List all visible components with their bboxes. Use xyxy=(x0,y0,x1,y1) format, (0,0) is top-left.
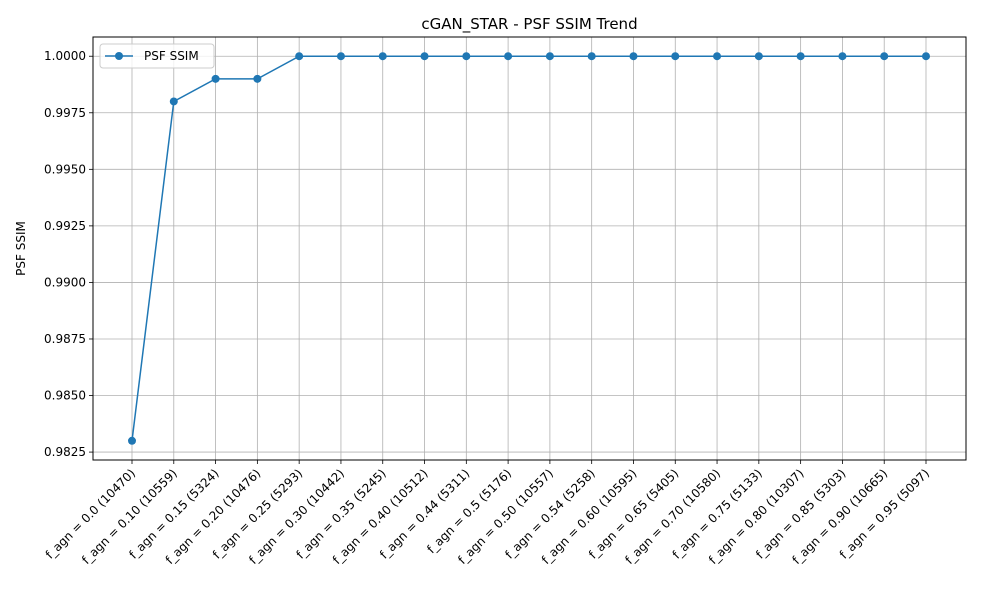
series-psf-ssim xyxy=(128,52,930,445)
y-tick-label: 0.9950 xyxy=(44,162,86,176)
y-tick-label: 0.9900 xyxy=(44,275,86,289)
y-tick-label: 0.9850 xyxy=(44,389,86,403)
data-point xyxy=(671,52,680,61)
series-line xyxy=(131,55,926,441)
data-point xyxy=(128,436,136,445)
data-point xyxy=(587,52,596,61)
x-axis: f_agn = 0.0 (10470)f_agn = 0.10 (10559)f… xyxy=(43,460,932,567)
data-point xyxy=(796,52,805,61)
data-point xyxy=(378,52,387,61)
data-point xyxy=(336,52,345,61)
plot-area-frame xyxy=(92,36,967,461)
y-tick-label: 0.9925 xyxy=(44,219,86,233)
data-point xyxy=(295,52,304,61)
data-point xyxy=(629,52,638,61)
legend-box xyxy=(99,43,215,69)
data-point xyxy=(754,52,763,61)
y-tick-label: 1.0000 xyxy=(44,49,86,63)
data-point xyxy=(462,52,471,61)
data-point xyxy=(545,52,554,61)
data-point xyxy=(922,52,930,61)
y-axis-label: PSF SSIM xyxy=(14,221,28,276)
legend: PSF SSIM xyxy=(99,43,215,69)
y-axis: 0.9825 0.9850 0.9875 0.9900 0.9925 0.9950 0.99… xyxy=(44,49,93,459)
data-point xyxy=(211,74,220,83)
data-point xyxy=(713,52,722,61)
data-point xyxy=(504,52,513,61)
chart-title: cGAN_STAR - PSF SSIM Trend xyxy=(421,15,637,34)
data-point xyxy=(838,52,847,61)
grid xyxy=(93,37,966,460)
legend-marker xyxy=(115,52,123,60)
data-point xyxy=(420,52,429,61)
data-point xyxy=(253,74,262,83)
y-tick-label: 0.9975 xyxy=(44,106,86,120)
y-tick-label: 0.9875 xyxy=(44,332,86,346)
legend-entry-psf-ssim: PSF SSIM xyxy=(144,49,199,63)
y-tick-label: 0.9825 xyxy=(44,445,86,459)
data-point xyxy=(169,97,178,106)
data-point xyxy=(880,52,889,61)
